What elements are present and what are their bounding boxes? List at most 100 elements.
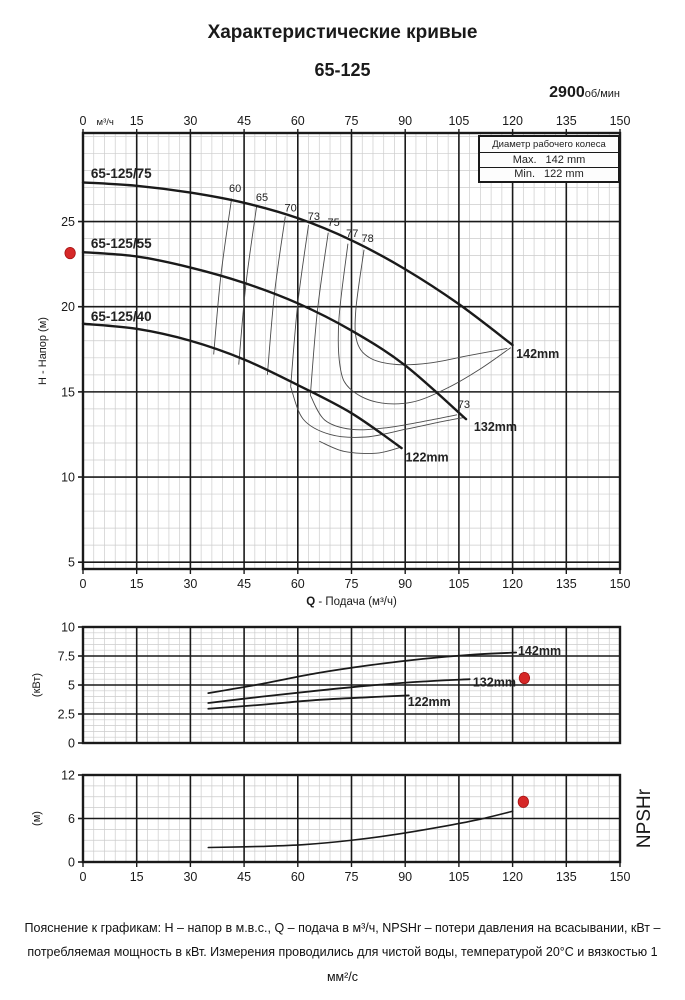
explanation-footnote: Пояснение к графикам: H – напор в м.в.с.…	[24, 921, 661, 984]
x-axis-bottom-tick-label: 60	[291, 577, 305, 591]
legend-row-min: Min. 122 mm	[480, 166, 618, 182]
curve-label: 65	[256, 192, 268, 204]
y-axis-tick-label: 7.5	[58, 650, 75, 664]
red-marker-dot	[517, 795, 529, 808]
curve-label: 65-125/55	[91, 236, 152, 251]
rpm-indicator: 2900об/мин	[549, 84, 620, 102]
curve-label: 65-125/40	[91, 309, 152, 324]
x-axis-bottom-tick-label: 105	[448, 577, 469, 591]
legend-min-label: Min.	[514, 168, 536, 181]
x-axis-bottom-tick-label: 90	[398, 577, 412, 591]
y-axis-tick-label: 2.5	[58, 708, 75, 722]
x-axis-top-tick-label: 135	[556, 114, 577, 128]
x-axis-bottom-tick-label: 150	[610, 870, 631, 884]
x-axis-bottom-tick-label: 75	[345, 870, 359, 884]
x-axis-unit-label: м³/ч	[97, 117, 114, 128]
y-axis-tick-label: 10	[61, 621, 75, 635]
curve-label: 142mm	[518, 644, 561, 658]
x-axis-bottom-tick-label: 30	[183, 870, 197, 884]
legend-max-value: 142 mm	[545, 153, 586, 166]
y-axis-tick-label: 5	[68, 679, 75, 693]
x-axis-bottom-tick-label: 120	[502, 577, 523, 591]
x-axis-top-tick-label: 120	[502, 114, 523, 128]
curve-label: 142mm	[516, 347, 559, 361]
curve-122mm	[207, 694, 410, 710]
efficiency-contour-73	[290, 386, 465, 438]
x-axis-top-tick-label: 105	[448, 114, 469, 128]
efficiency-contour-75	[309, 232, 329, 396]
x-axis-bottom-tick-label: 0	[80, 577, 87, 591]
x-axis-top-tick-label: 30	[183, 114, 197, 128]
x-axis-top-tick-label: 45	[237, 114, 251, 128]
curve-label: 73	[308, 211, 320, 223]
y-axis-tick-label: 5	[68, 556, 75, 570]
curve-label: 122mm	[406, 451, 449, 465]
right-axis-title: NPSHr	[634, 788, 655, 848]
rpm-value: 2900	[549, 84, 585, 101]
x-axis-bottom-tick-label: 60	[291, 870, 305, 884]
x-axis-bottom-tick-label: 90	[398, 870, 412, 884]
curve-label: 77	[346, 228, 358, 240]
y-axis-tick-label: 6	[68, 812, 75, 826]
efficiency-contour-75	[309, 395, 458, 431]
x-axis-bottom-tick-label: 105	[448, 870, 469, 884]
major-grid	[83, 133, 620, 569]
curve-NPSHr	[207, 810, 514, 849]
x-axis-title: Q - Подача (м³/ч)	[306, 596, 397, 608]
y-axis-tick-label: 10	[61, 471, 75, 485]
x-axis-bottom-tick-label: 30	[183, 577, 197, 591]
legend-header: Диаметр рабочего колеса	[480, 137, 618, 153]
legend-min-value: 122 mm	[544, 168, 584, 181]
x-axis-bottom-tick-label: 45	[237, 577, 251, 591]
red-marker-dot	[64, 246, 76, 260]
curve-label: 73	[458, 399, 470, 411]
x-axis-bottom-tick-label: 45	[237, 870, 251, 884]
y-axis-tick-label: 0	[68, 856, 75, 870]
curve-label: 78	[361, 233, 373, 245]
x-axis-bottom-tick-label: 120	[502, 870, 523, 884]
y-axis-title: H - Напор (м)	[37, 317, 49, 385]
curve-label: 75	[327, 217, 339, 229]
y-axis-title: (м)	[31, 811, 43, 826]
curve-65-125-40-122mm-	[81, 322, 403, 450]
chart-hq: 5 10 15 20 25 0 15 30 45 60 75 90 105 120 135 150 м³/ч 0 1…	[37, 114, 630, 608]
legend-row-max: Max. 142 mm	[480, 153, 618, 167]
x-axis-top-tick-label: 90	[398, 114, 412, 128]
x-axis-top-tick-label: 0	[80, 114, 87, 128]
x-axis-bottom-tick-label: 150	[610, 577, 631, 591]
y-axis-title: (кВт)	[31, 673, 43, 697]
efficiency-contour-78	[354, 249, 508, 366]
red-marker-dot	[518, 671, 531, 685]
major-grid	[83, 775, 620, 862]
efficiency-contour-branch	[319, 440, 402, 454]
impeller-diameter-legend: Диаметр рабочего колеса Max. 142 mm Min.…	[478, 135, 620, 183]
x-axis-bottom-tick-label: 15	[130, 870, 144, 884]
curve-142mm	[207, 651, 518, 695]
legend-max-label: Max.	[512, 153, 537, 166]
curve-65-125-55-132mm-	[81, 251, 468, 421]
x-axis-top-tick-label: 150	[610, 114, 631, 128]
curve-label: 60	[229, 183, 241, 195]
x-axis-bottom-tick-label: 75	[345, 577, 359, 591]
curve-label: 132mm	[474, 420, 517, 434]
chart-power: 0 2.5 5 7.5 10 (кВт) 142mm 132mm 122mm	[31, 621, 622, 751]
x-axis-bottom-tick-label: 0	[80, 870, 87, 884]
x-axis-top-tick-label: 15	[130, 114, 144, 128]
curve-label: 65-125/75	[91, 166, 152, 181]
y-axis-tick-label: 25	[61, 215, 75, 229]
curve-label: 132mm	[473, 676, 516, 690]
pump-model-subtitle: 65-125	[314, 60, 371, 80]
x-axis-bottom-tick-label: 135	[556, 577, 577, 591]
x-axis-top-tick-label: 60	[291, 114, 305, 128]
curve-label: 122mm	[408, 695, 451, 709]
rpm-unit: об/мин	[584, 88, 620, 100]
curve-132mm	[207, 678, 471, 704]
y-axis-tick-label: 12	[61, 769, 75, 783]
y-axis-tick-label: 0	[68, 737, 75, 751]
page-title: Характеристические кривые	[207, 22, 478, 43]
efficiency-contour-77	[337, 243, 512, 405]
curve-label: 70	[285, 202, 297, 214]
x-axis-bottom-tick-label: 135	[556, 870, 577, 884]
y-axis-tick-label: 15	[61, 385, 75, 399]
